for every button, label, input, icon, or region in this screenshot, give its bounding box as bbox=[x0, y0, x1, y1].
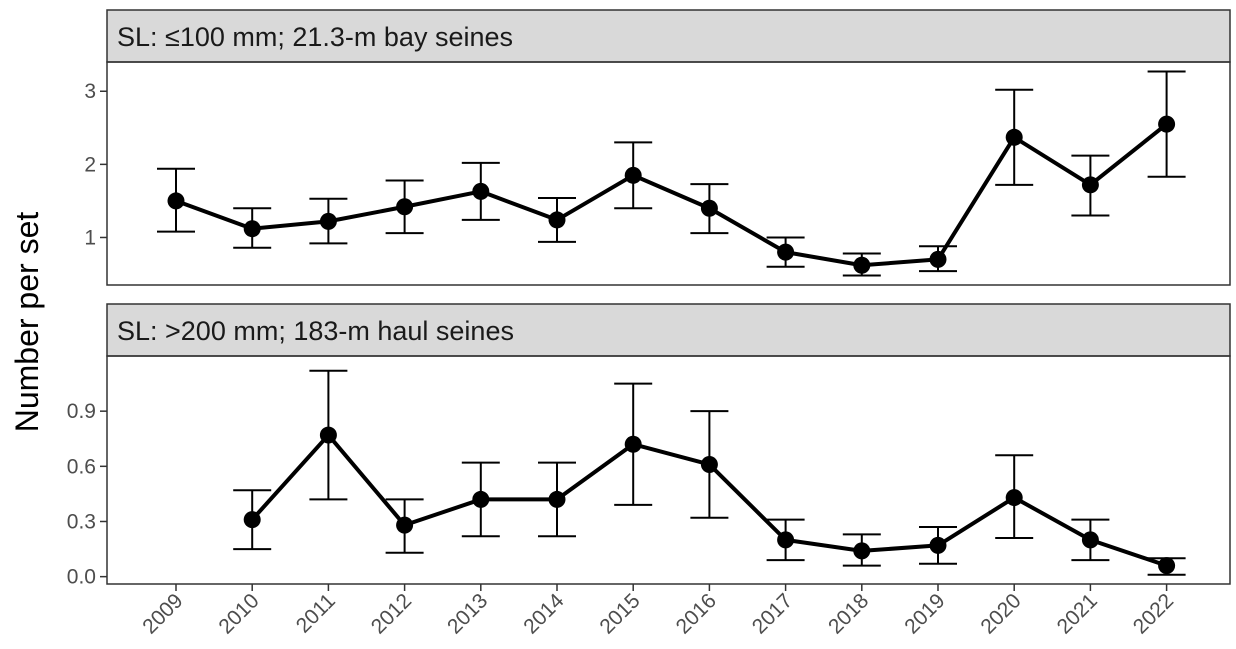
strip-bottom bbox=[106, 303, 1231, 357]
data-point bbox=[1005, 489, 1023, 507]
data-point bbox=[624, 435, 642, 453]
data-point bbox=[167, 192, 185, 210]
data-point bbox=[853, 542, 871, 560]
panel-top: SL: ≤100 mm; 21.3-m bay seines 1 2 3 bbox=[84, 9, 1231, 286]
y-tick-label: 1 bbox=[84, 226, 96, 249]
data-point bbox=[929, 250, 947, 268]
x-axis: 2009 2010 2011 2012 2013 2014 2015 2016 2017 2018… bbox=[138, 584, 1178, 639]
data-point bbox=[548, 211, 566, 229]
data-point bbox=[319, 212, 337, 230]
data-point bbox=[472, 182, 490, 200]
data-point bbox=[700, 455, 718, 473]
data-point bbox=[1081, 531, 1099, 549]
data-point bbox=[548, 490, 566, 508]
series-line bbox=[175, 122, 1168, 268]
data-point bbox=[853, 256, 871, 274]
x-tick-label: 2010 bbox=[214, 589, 263, 638]
data-point bbox=[1005, 128, 1023, 146]
x-tick-label: 2012 bbox=[367, 589, 416, 638]
panel-border-top bbox=[106, 61, 1231, 286]
x-tick-label: 2017 bbox=[748, 589, 797, 638]
strip-title-bottom: SL: >200 mm; 183-m haul seines bbox=[117, 316, 514, 346]
x-tick-label: 2011 bbox=[292, 589, 340, 637]
x-tick-label: 2015 bbox=[595, 589, 644, 638]
x-tick-label: 2016 bbox=[672, 589, 721, 638]
data-point bbox=[243, 511, 261, 529]
data-point bbox=[396, 198, 414, 216]
y-axis-label: Number per set bbox=[9, 212, 45, 433]
y-axis-top: 1 2 3 bbox=[84, 80, 107, 249]
data-point bbox=[472, 490, 490, 508]
data-point bbox=[319, 426, 337, 444]
strip-title-top: SL: ≤100 mm; 21.3-m bay seines bbox=[117, 22, 513, 52]
x-tick-label: 2022 bbox=[1129, 589, 1178, 638]
series-bottom bbox=[233, 369, 1186, 576]
y-tick-label: 0.3 bbox=[67, 510, 96, 533]
x-tick-label: 2013 bbox=[443, 589, 492, 638]
data-point bbox=[1158, 115, 1176, 133]
data-point bbox=[929, 536, 947, 554]
data-point bbox=[1158, 557, 1176, 575]
panel-border-bottom bbox=[106, 355, 1231, 585]
y-tick-label: 0.6 bbox=[67, 455, 96, 478]
y-axis-bottom: 0.0 0.3 0.6 0.9 bbox=[67, 400, 107, 589]
y-tick-label: 3 bbox=[84, 80, 96, 103]
panel-bottom: SL: >200 mm; 183-m haul seines 0.0 0.3 0.6… bbox=[67, 303, 1231, 589]
y-tick-label: 2 bbox=[84, 153, 96, 176]
data-point bbox=[396, 516, 414, 534]
data-point bbox=[243, 220, 261, 238]
x-tick-label: 2009 bbox=[138, 589, 187, 638]
x-tick-label: 2019 bbox=[900, 589, 949, 638]
y-tick-label: 0.0 bbox=[67, 566, 96, 589]
data-point bbox=[700, 199, 718, 217]
series-top bbox=[157, 70, 1186, 277]
y-tick-label: 0.9 bbox=[67, 400, 96, 423]
data-point bbox=[1081, 176, 1099, 194]
data-point bbox=[777, 243, 795, 261]
x-tick-label: 2014 bbox=[519, 589, 569, 639]
data-point bbox=[624, 166, 642, 184]
x-tick-label: 2021 bbox=[1053, 589, 1102, 638]
strip-top bbox=[106, 9, 1231, 63]
data-point bbox=[777, 531, 795, 549]
x-tick-label: 2020 bbox=[976, 589, 1025, 638]
x-tick-label: 2018 bbox=[824, 589, 873, 638]
